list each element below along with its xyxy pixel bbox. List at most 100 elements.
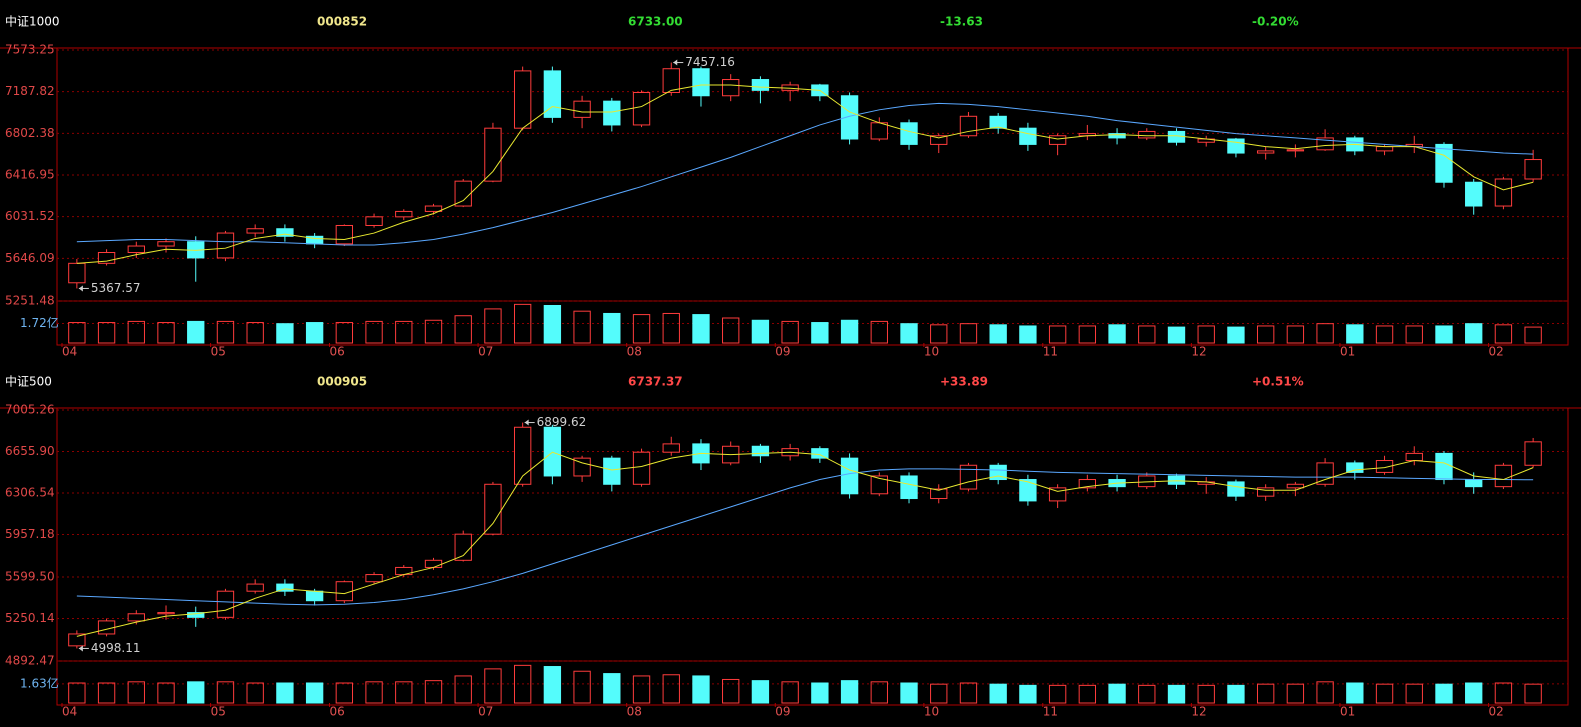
volume-bar [870,320,888,344]
candle-body [424,205,443,212]
extreme-arrowhead [78,285,83,292]
volume-bar [959,682,978,704]
candle-body [1524,441,1542,466]
volume-bar [692,675,710,704]
x-tick-label: 02 [1489,705,1504,719]
candle-body [1286,149,1305,152]
index-name: 中证1000 [5,14,60,29]
x-tick-label: 04 [62,345,77,359]
candle-body [989,115,1007,129]
candle-body [246,228,264,234]
candle-body [127,613,145,622]
y-tick-label: 5599.50 [5,570,55,584]
candle-body [187,612,205,618]
volume-bar [870,681,888,704]
volume-bar [930,683,948,704]
average-line [76,102,1534,246]
candle-body [157,612,175,615]
volume-bar [1108,324,1126,344]
volume-bar [246,682,264,704]
x-tick-label: 01 [1340,705,1355,719]
candle-body [1465,479,1483,488]
index-code: 000905 [317,375,367,389]
y-tick-label: 5251.48 [5,294,55,308]
volume-bar [1346,682,1364,704]
volume-bar [424,680,443,704]
volume-bar [989,683,1007,704]
y-tick-label: 7005.26 [5,403,55,417]
candle-body [573,457,591,477]
candle-body [68,633,86,647]
volume-bar [395,320,413,344]
candle-body [395,210,413,218]
volume-bar [1048,684,1067,704]
volume-bar [1465,323,1483,344]
volume-bar [1167,326,1186,344]
volume-bar [1375,325,1394,344]
candle-body [811,448,829,459]
candle-body [484,127,502,182]
volume-bar [1138,684,1156,704]
volume-bar [573,310,591,344]
volume-bar [811,322,829,344]
volume-bar [573,670,591,704]
candle-body [662,68,680,94]
x-tick-label: 08 [627,345,642,359]
volume-bar [1019,684,1037,704]
x-tick-label: 10 [924,345,939,359]
volume-bar [781,320,799,344]
volume-bar [305,682,324,704]
volume-bar [722,678,740,704]
volume-bar [1524,683,1542,704]
volume-bar [187,681,205,704]
candle-body [1256,487,1275,497]
volume-bar [1227,684,1245,704]
volume-bar [305,322,324,344]
y-tick-label: 5250.14 [5,611,55,625]
y-tick-label: 5957.18 [5,527,55,541]
candle-body [1405,452,1423,462]
volume-bar [276,682,294,704]
x-tick-label: 06 [329,345,344,359]
volume-bar [216,681,235,704]
candle-body [157,241,175,247]
extreme-label: 5367.57 [91,281,141,295]
candle-body [513,426,532,485]
change: -13.63 [940,15,983,29]
change-pct: +0.51% [1252,375,1304,389]
volume-bar [68,682,86,704]
candle-body [276,583,294,592]
candle-body [216,590,235,618]
candle-body [1316,137,1334,151]
x-tick-label: 01 [1340,345,1355,359]
volume-bar [1227,326,1245,344]
candle-body [603,100,621,126]
candle-body [1375,146,1394,152]
candle-body [870,122,888,140]
x-tick-label: 04 [62,705,77,719]
candle-body [1138,130,1156,139]
candle-body [365,216,383,226]
volume-bar [335,322,354,344]
volume-bar [1494,324,1513,344]
volume-bar [1197,325,1215,344]
volume-bar [97,682,116,704]
candle-body [513,70,532,129]
y-tick-label: 4892.47 [5,654,55,668]
volume-bar [900,682,918,704]
y-tick-label: 6802.38 [5,126,55,140]
candle-body [573,100,591,118]
volume-bar [603,312,621,344]
candle-body [1435,452,1453,481]
x-tick-label: 09 [775,705,790,719]
volume-bar [157,682,175,704]
volume-bar [335,682,354,704]
candle-body [365,574,383,583]
x-tick-label: 12 [1191,705,1206,719]
candle-body [603,457,621,485]
volume-bar [1167,684,1186,704]
candle-body [543,70,562,118]
extreme-label: 7457.16 [685,55,735,69]
